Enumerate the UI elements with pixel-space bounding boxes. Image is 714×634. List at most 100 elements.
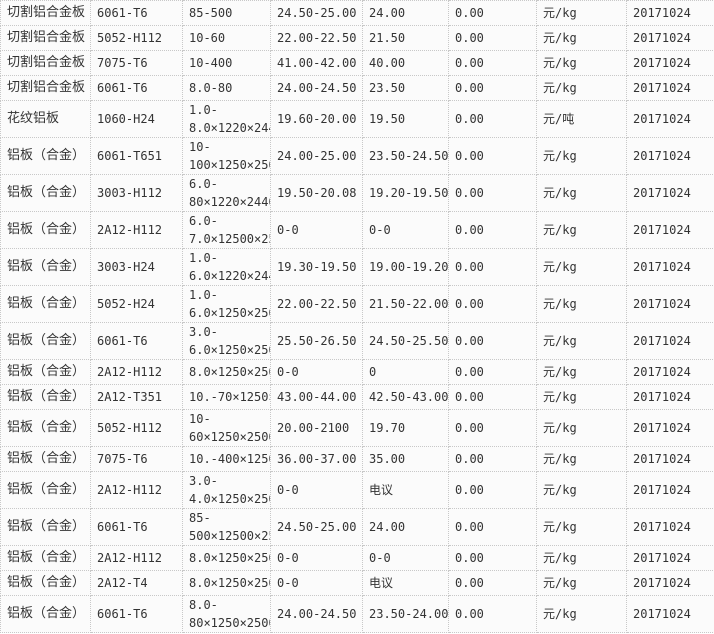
price-change-cell: 0.00 bbox=[448, 595, 537, 633]
price-date-cell: 20171024 bbox=[626, 545, 714, 571]
specification-cell: 1.0- 6.0×1250×250 bbox=[182, 285, 271, 323]
spec-line: 6.0- bbox=[189, 214, 218, 228]
specification-cell: 10- 100×1250×250 bbox=[182, 137, 271, 175]
price-unit-cell: 元/kg bbox=[536, 285, 627, 323]
price-date-cell: 20171024 bbox=[626, 570, 714, 596]
specification-cell: 10-400 bbox=[182, 50, 271, 76]
product-name-cell: 铝板（合金） bbox=[0, 137, 91, 175]
product-name-cell: 花纹铝板 bbox=[0, 100, 91, 138]
alloy-grade-cell: 2A12-T351 bbox=[90, 384, 183, 410]
price-date-cell: 20171024 bbox=[626, 100, 714, 138]
spec-line: 1.0- bbox=[189, 251, 218, 265]
table-row: 铝板（合金） 6061-T6 85- 500×12500×25 24.50-25.00 2… bbox=[0, 508, 714, 546]
specification-cell: 10-60 bbox=[182, 25, 271, 51]
alloy-grade-cell: 5052-H112 bbox=[90, 409, 183, 447]
price-change-cell: 0.00 bbox=[448, 248, 537, 286]
price-range-cell: 36.00-37.00 bbox=[270, 446, 363, 472]
spec-line: 8.0×1250×250 bbox=[189, 551, 270, 565]
product-name-cell: 铝板（合金） bbox=[0, 322, 91, 360]
alloy-grade-cell: 6061-T6 bbox=[90, 75, 183, 101]
price-change-cell: 0.00 bbox=[448, 359, 537, 385]
specification-cell: 10.-400×1250× bbox=[182, 446, 271, 472]
table-row: 铝板（合金） 2A12-T4 8.0×1250×250 0-0 电议 0.00 元/kg 20… bbox=[0, 570, 714, 596]
specification-cell: 8.0×1250×250 bbox=[182, 359, 271, 385]
price-date-cell: 20171024 bbox=[626, 25, 714, 51]
price-range-cell: 0-0 bbox=[270, 359, 363, 385]
alloy-grade-cell: 2A12-H112 bbox=[90, 359, 183, 385]
product-name-cell: 铝板（合金） bbox=[0, 508, 91, 546]
specification-cell: 1.0- 8.0×1220×244 bbox=[182, 100, 271, 138]
alloy-grade-cell: 6061-T6 bbox=[90, 595, 183, 633]
price-date-cell: 20171024 bbox=[626, 595, 714, 633]
alloy-grade-cell: 3003-H112 bbox=[90, 174, 183, 212]
table-row: 切割铝合金板 6061-T6 85-500 24.50-25.00 24.00 0.00 元… bbox=[0, 0, 714, 26]
spec-line: 10-60 bbox=[189, 31, 226, 45]
average-price-cell: 0-0 bbox=[362, 211, 449, 249]
price-date-cell: 20171024 bbox=[626, 409, 714, 447]
average-price-cell: 24.00 bbox=[362, 508, 449, 546]
alloy-grade-cell: 6061-T6 bbox=[90, 508, 183, 546]
spec-line: 3.0- bbox=[189, 325, 218, 339]
average-price-cell: 24.50-25.50 bbox=[362, 322, 449, 360]
price-range-cell: 0-0 bbox=[270, 471, 363, 509]
specification-cell: 10.-70×1250× bbox=[182, 384, 271, 410]
table-row: 切割铝合金板 5052-H112 10-60 22.00-22.50 21.50 0.00… bbox=[0, 25, 714, 51]
table-row: 铝板（合金） 6061-T651 10- 100×1250×250 24.00-25.0… bbox=[0, 137, 714, 175]
alloy-grade-cell: 2A12-T4 bbox=[90, 570, 183, 596]
specification-cell: 85- 500×12500×25 bbox=[182, 508, 271, 546]
product-name-cell: 铝板（合金） bbox=[0, 174, 91, 212]
price-change-cell: 0.00 bbox=[448, 174, 537, 212]
price-unit-cell: 元/kg bbox=[536, 446, 627, 472]
product-name-cell: 切割铝合金板 bbox=[0, 75, 91, 101]
table-row: 铝板（合金） 2A12-H112 3.0- 4.0×1250×250 0-0 电议 0.00… bbox=[0, 471, 714, 509]
spec-line: 3.0- bbox=[189, 474, 218, 488]
average-price-cell: 19.70 bbox=[362, 409, 449, 447]
product-name-cell: 切割铝合金板 bbox=[0, 50, 91, 76]
price-unit-cell: 元/kg bbox=[536, 25, 627, 51]
price-unit-cell: 元/kg bbox=[536, 248, 627, 286]
spec-line: 6.0- bbox=[189, 177, 218, 191]
table-row: 铝板（合金） 5052-H112 10- 60×1250×2500 20.00-2100… bbox=[0, 409, 714, 447]
price-unit-cell: 元/kg bbox=[536, 174, 627, 212]
price-date-cell: 20171024 bbox=[626, 359, 714, 385]
average-price-cell: 0 bbox=[362, 359, 449, 385]
price-range-cell: 19.30-19.50 bbox=[270, 248, 363, 286]
average-price-cell: 电议 bbox=[362, 570, 449, 596]
specification-cell: 8.0×1250×250 bbox=[182, 570, 271, 596]
spec-line: 4.0×1250×250 bbox=[189, 492, 270, 506]
price-change-cell: 0.00 bbox=[448, 0, 537, 26]
price-unit-cell: 元/kg bbox=[536, 595, 627, 633]
price-unit-cell: 元/kg bbox=[536, 50, 627, 76]
average-price-cell: 0-0 bbox=[362, 545, 449, 571]
price-date-cell: 20171024 bbox=[626, 248, 714, 286]
product-name-cell: 切割铝合金板 bbox=[0, 0, 91, 26]
price-range-cell: 41.00-42.00 bbox=[270, 50, 363, 76]
price-change-cell: 0.00 bbox=[448, 409, 537, 447]
specification-cell: 6.0- 7.0×12500×25 bbox=[182, 211, 271, 249]
price-unit-cell: 元/kg bbox=[536, 508, 627, 546]
spec-line: 7.0×12500×25 bbox=[189, 232, 270, 246]
price-date-cell: 20171024 bbox=[626, 322, 714, 360]
price-range-cell: 24.50-25.00 bbox=[270, 508, 363, 546]
average-price-cell: 23.50-24.50 bbox=[362, 137, 449, 175]
product-name-cell: 铝板（合金） bbox=[0, 248, 91, 286]
product-name-cell: 铝板（合金） bbox=[0, 471, 91, 509]
price-range-cell: 24.00-24.50 bbox=[270, 75, 363, 101]
table-row: 切割铝合金板 6061-T6 8.0-80 24.00-24.50 23.50 0.00 元… bbox=[0, 75, 714, 101]
price-unit-cell: 元/kg bbox=[536, 0, 627, 26]
price-range-cell: 0-0 bbox=[270, 545, 363, 571]
average-price-cell: 电议 bbox=[362, 471, 449, 509]
alloy-grade-cell: 1060-H24 bbox=[90, 100, 183, 138]
price-date-cell: 20171024 bbox=[626, 137, 714, 175]
price-range-cell: 24.00-24.50 bbox=[270, 595, 363, 633]
alloy-grade-cell: 2A12-H112 bbox=[90, 211, 183, 249]
product-name-cell: 铝板（合金） bbox=[0, 359, 91, 385]
alloy-grade-cell: 5052-H112 bbox=[90, 25, 183, 51]
product-name-cell: 铝板（合金） bbox=[0, 211, 91, 249]
price-change-cell: 0.00 bbox=[448, 211, 537, 249]
price-change-cell: 0.00 bbox=[448, 75, 537, 101]
price-range-cell: 22.00-22.50 bbox=[270, 285, 363, 323]
price-change-cell: 0.00 bbox=[448, 570, 537, 596]
spec-line: 6.0×1250×250 bbox=[189, 306, 270, 320]
